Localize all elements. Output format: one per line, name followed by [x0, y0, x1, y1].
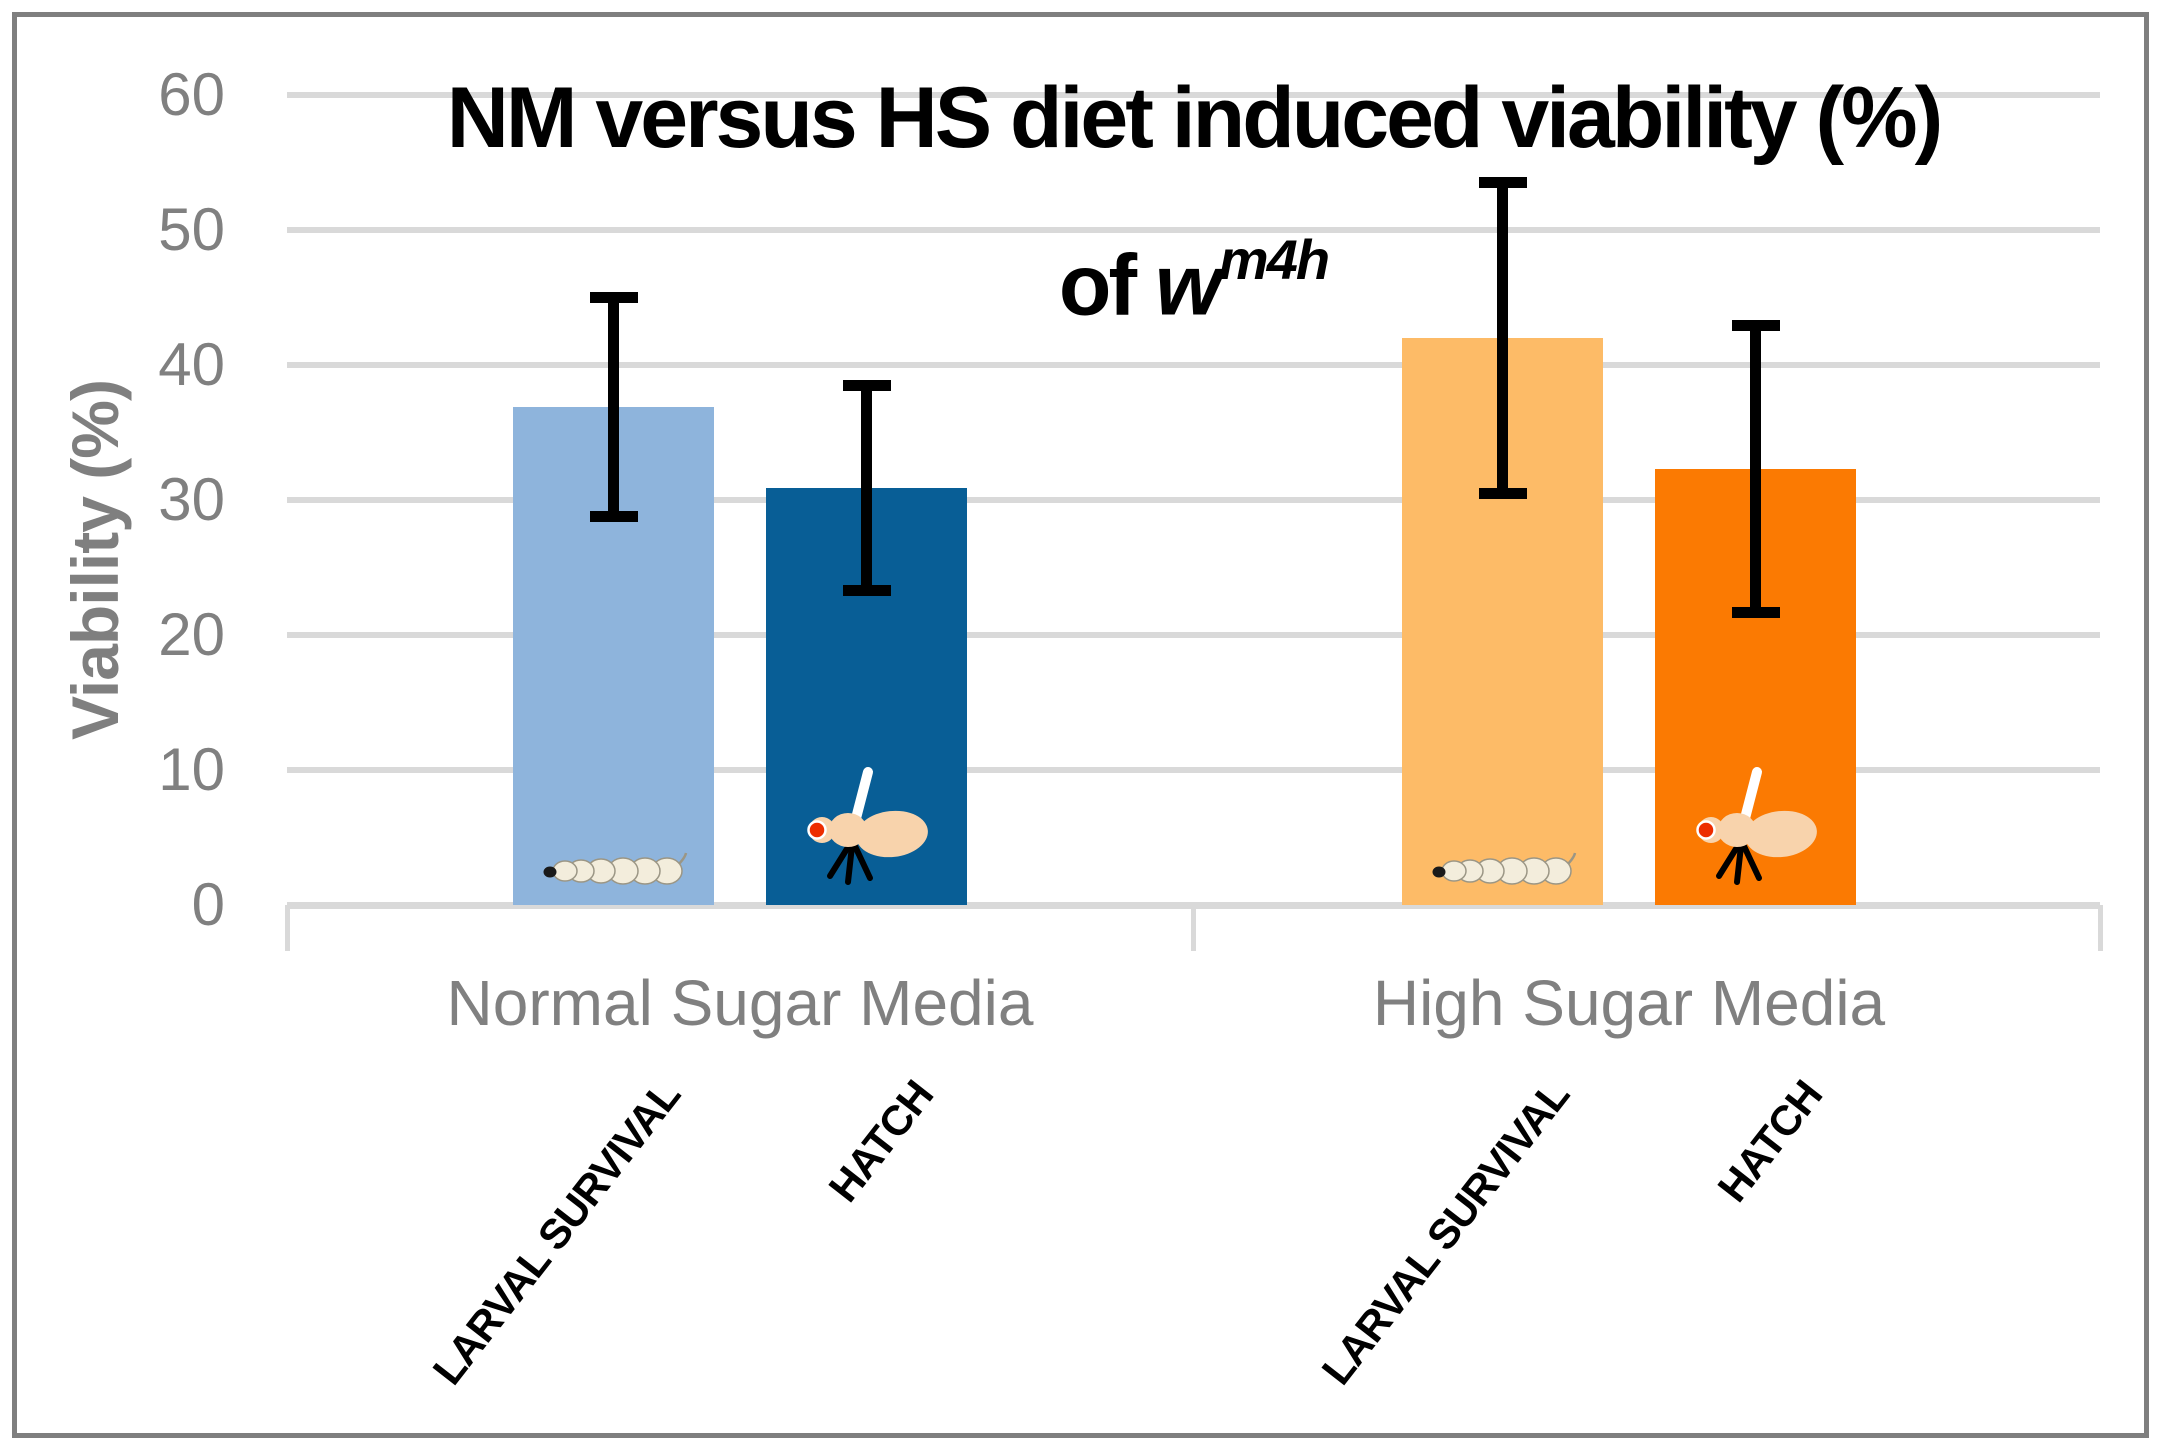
- y-tick-label-30: 30: [158, 466, 225, 533]
- gridline-40: [287, 362, 2100, 368]
- series-label-0-0: LARVAL SURVIVAL: [423, 1072, 689, 1394]
- error-bar-cap-top: [589, 292, 638, 303]
- gridline-20: [287, 632, 2100, 638]
- y-axis-title: Viability (%): [58, 380, 132, 740]
- series-label-1-0: LARVAL SURVIVAL: [1312, 1072, 1578, 1394]
- category-label-0: Normal Sugar Media: [446, 967, 1034, 1039]
- y-tick-label-20: 20: [158, 601, 225, 668]
- error-bar-cap-top: [842, 379, 891, 391]
- error-bar-cap-bottom: [589, 510, 638, 522]
- error-bar-cap-bottom: [842, 584, 891, 596]
- category-label-1: High Sugar Media: [1372, 967, 1886, 1039]
- x-axis-tick-2: [2097, 905, 2103, 951]
- y-tick-label-60: 60: [158, 61, 225, 128]
- error-bar-cap-top: [1731, 320, 1780, 332]
- gridline-30: [287, 497, 2100, 503]
- y-tick-label-10: 10: [158, 736, 225, 803]
- error-bar-line: [861, 385, 872, 591]
- chart-title: NM versus HS diet induced viability (%) …: [287, 44, 2100, 360]
- error-bar-cap-bottom: [1731, 606, 1780, 618]
- error-bar-cap-bottom: [1478, 487, 1527, 499]
- gene-symbol: w: [1155, 237, 1222, 334]
- error-bar-line: [608, 297, 619, 517]
- series-label-1-1: HATCH: [1708, 1072, 1831, 1211]
- y-tick-label-0: 0: [191, 871, 225, 938]
- error-bar-line: [1750, 325, 1761, 613]
- y-tick-label-50: 50: [158, 196, 225, 263]
- chart-title-line2: of wm4h: [287, 192, 2100, 360]
- x-axis-tick-1: [1191, 905, 1196, 951]
- x-axis-tick-0: [284, 905, 290, 951]
- gridline-50: [287, 227, 2100, 233]
- fly-icon: [1681, 764, 1831, 899]
- bar-0-1: [766, 487, 967, 905]
- error-bar-cap-top: [1478, 177, 1527, 189]
- larva-icon: [539, 844, 689, 895]
- gene-allele-superscript: m4h: [1218, 228, 1330, 291]
- larva-icon: [1428, 844, 1578, 895]
- gridline-10: [287, 767, 2100, 773]
- gridline-60: [287, 92, 2100, 98]
- error-bar-line: [1497, 182, 1508, 494]
- chart-title-line1: NM versus HS diet induced viability (%): [446, 70, 1943, 166]
- chart-title-line2-prefix: of: [1058, 237, 1155, 334]
- y-tick-label-40: 40: [158, 331, 225, 398]
- fly-icon: [792, 764, 942, 899]
- series-label-0-1: HATCH: [819, 1072, 942, 1211]
